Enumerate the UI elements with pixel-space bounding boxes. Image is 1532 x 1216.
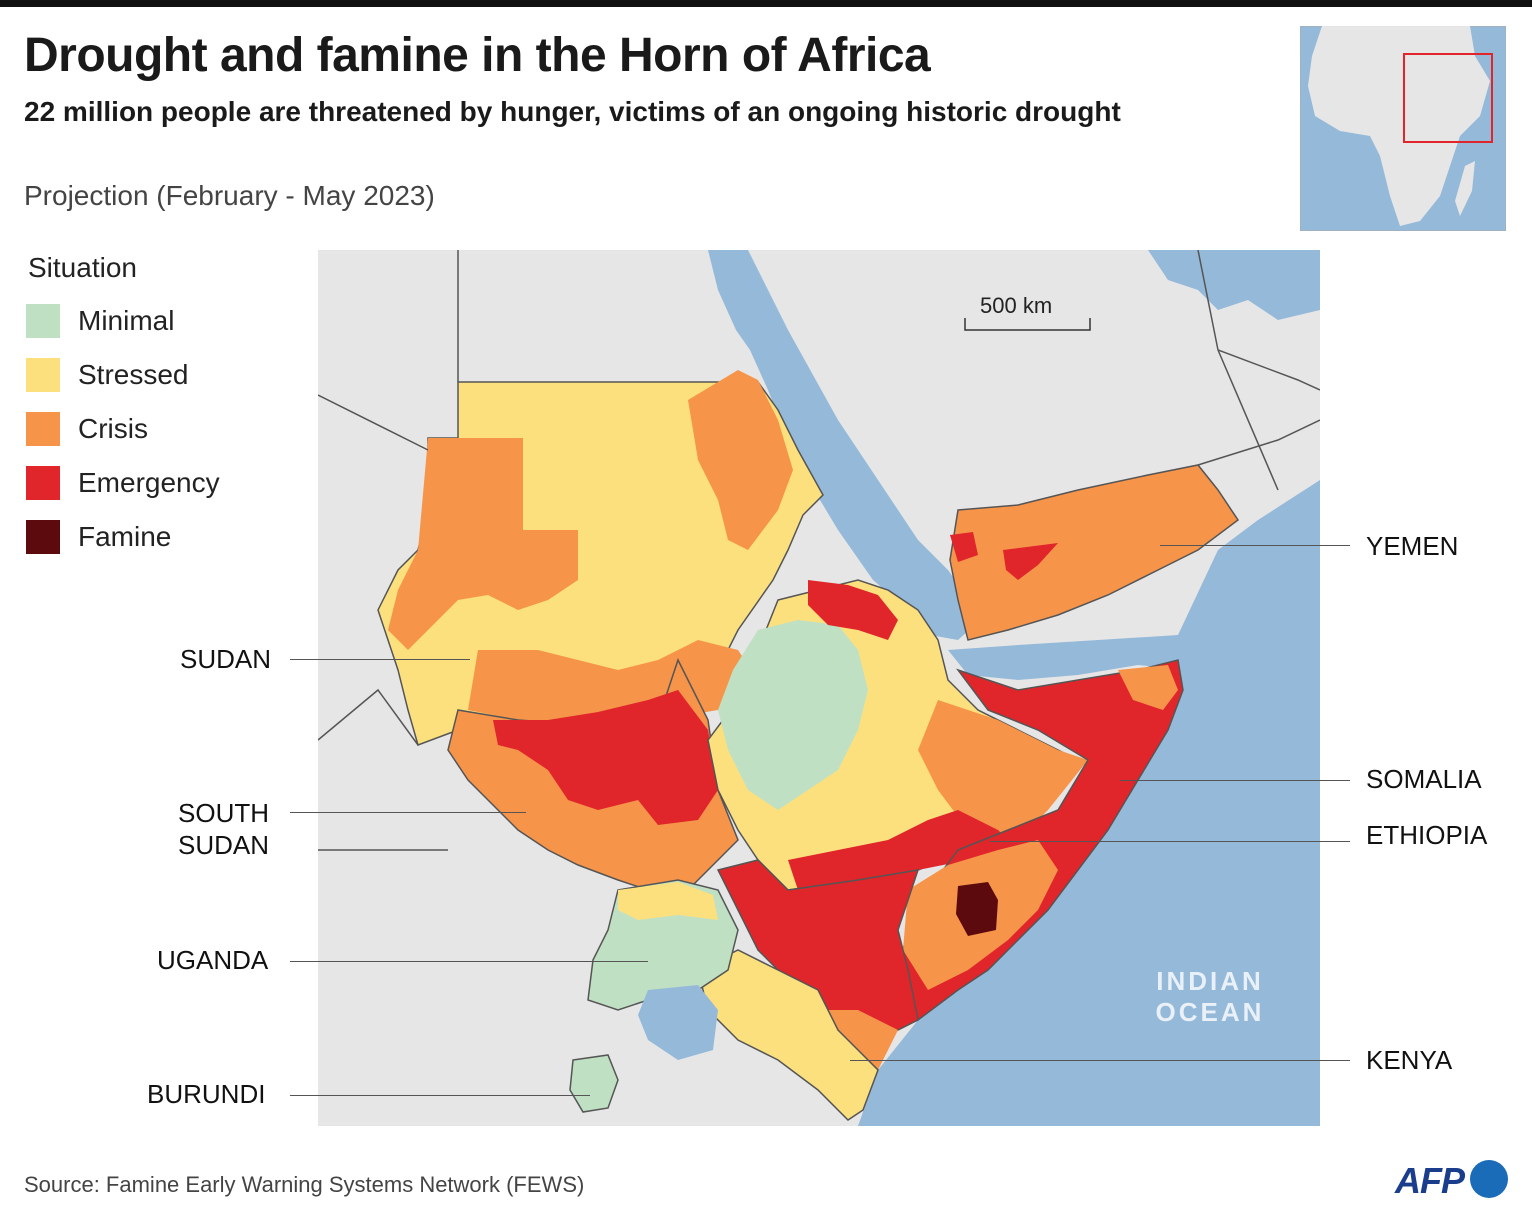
top-rule <box>0 0 1532 7</box>
horn-of-africa-map <box>318 250 1320 1126</box>
yemen-crisis <box>949 464 1240 641</box>
legend-swatch-emergency <box>26 466 60 500</box>
kenya-emergency <box>716 859 920 1041</box>
leader-ethiopia <box>990 841 1350 842</box>
ethiopia-emergency-north <box>808 580 898 640</box>
kenya-stressed <box>697 949 879 1121</box>
legend-swatch-famine <box>26 520 60 554</box>
label-somalia: SOMALIA <box>1366 764 1482 794</box>
burundi-minimal <box>569 1054 619 1113</box>
leader-kenya <box>850 1060 1350 1061</box>
uganda-stressed <box>618 882 718 920</box>
inset-locator-map <box>1300 26 1506 231</box>
scale-label: 500 km <box>980 293 1053 318</box>
inset-africa <box>1308 26 1490 226</box>
gulf-of-aden <box>948 480 1320 680</box>
red-sea <box>708 250 978 640</box>
label-sudan: SUDAN <box>180 644 272 674</box>
leader-somalia <box>1120 780 1350 781</box>
ethiopia-crisis-east <box>918 700 1088 840</box>
label-ethiopia: ETHIOPIA <box>1366 820 1488 850</box>
legend-item-minimal: Minimal <box>26 304 174 338</box>
legend-label-emergency: Emergency <box>78 467 220 498</box>
legend-label-crisis: Crisis <box>78 413 148 444</box>
legend-item-emergency: Emergency <box>26 466 220 500</box>
neighbour-borders <box>318 250 1320 851</box>
leader-uganda <box>290 961 648 962</box>
lake-victoria <box>638 985 718 1060</box>
inset-highlight-box <box>1403 53 1493 143</box>
legend-label-famine: Famine <box>78 521 172 552</box>
legend-item-famine: Famine <box>26 520 171 554</box>
afp-logo: AFP <box>1395 1160 1465 1201</box>
leader-yemen <box>1160 545 1350 546</box>
legend-swatch-stressed <box>26 358 60 392</box>
label-south-sudan-line1: SOUTH <box>178 798 269 828</box>
legend-label-stressed: Stressed <box>78 359 189 390</box>
legend-title: Situation <box>28 252 137 283</box>
label-uganda: UGANDA <box>157 945 269 975</box>
sudan-crisis-east <box>688 370 793 550</box>
legend-item-stressed: Stressed <box>26 358 189 392</box>
legend-item-crisis: Crisis <box>26 412 148 446</box>
source-note: Source: Famine Early Warning Systems Net… <box>24 1172 585 1197</box>
ethiopia-emergency-south <box>788 810 1018 890</box>
somalia-crisis-north <box>1118 665 1178 710</box>
page-title: Drought and famine in the Horn of Africa <box>24 29 931 82</box>
label-burundi: BURUNDI <box>147 1079 266 1109</box>
ocean-label-line2: OCEAN <box>1155 997 1265 1027</box>
yemen-emergency <box>950 532 1058 580</box>
label-south-sudan-line2: SUDAN <box>178 830 270 860</box>
legend-swatch-minimal <box>26 304 60 338</box>
ocean-label: INDIAN OCEAN <box>1120 966 1300 1028</box>
south-sudan-emergency <box>493 690 718 825</box>
sudan-crisis-west <box>388 438 578 650</box>
label-south-sudan: SOUTH SUDAN <box>178 797 269 861</box>
legend-label-minimal: Minimal <box>78 305 175 336</box>
leader-south-sudan <box>290 812 526 813</box>
projection-period: Projection (February - May 2023) <box>24 180 435 211</box>
label-yemen: YEMEN <box>1366 531 1459 561</box>
inset-madagascar <box>1455 161 1475 216</box>
afp-logo-dot <box>1470 1160 1508 1198</box>
leader-sudan <box>290 659 470 660</box>
persian-gulf <box>1148 250 1320 320</box>
label-kenya: KENYA <box>1366 1045 1453 1075</box>
scale-bar <box>964 318 1091 331</box>
somalia-famine <box>956 882 998 936</box>
leader-burundi <box>290 1095 590 1096</box>
page-subtitle: 22 million people are threatened by hung… <box>24 96 1121 127</box>
legend-swatch-crisis <box>26 412 60 446</box>
ocean-label-line1: INDIAN <box>1156 966 1264 996</box>
ethiopia-minimal <box>718 620 868 810</box>
